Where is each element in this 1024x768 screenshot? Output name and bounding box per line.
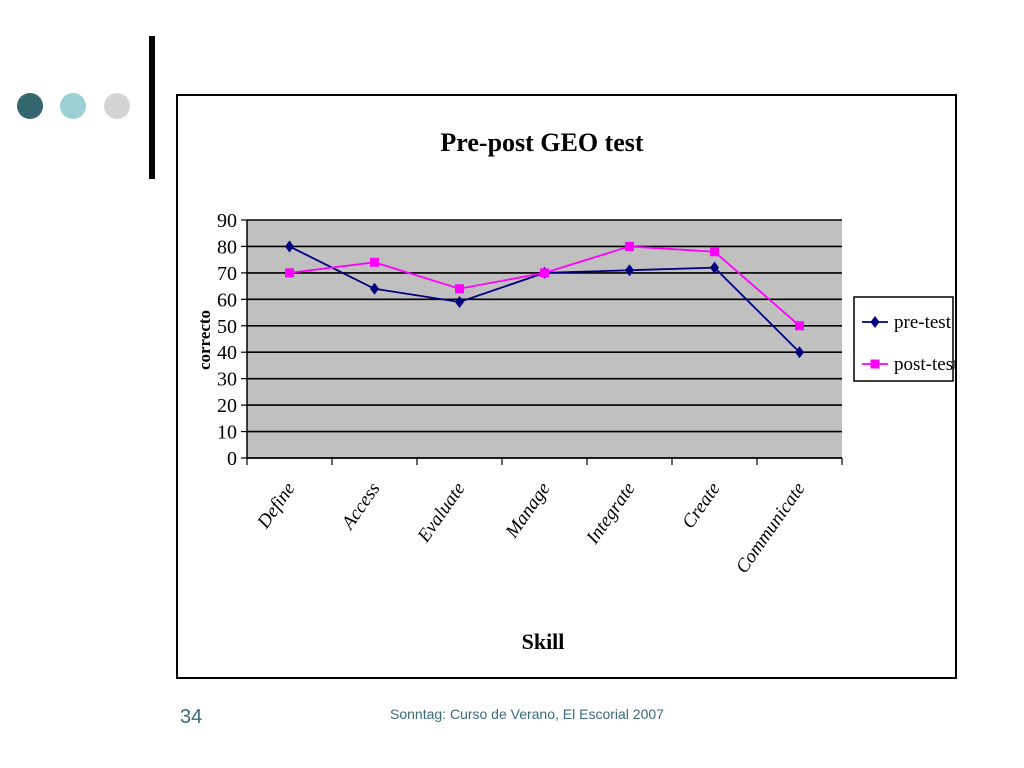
data-point-pre-test — [710, 261, 719, 274]
data-point-pre-test — [285, 240, 294, 253]
legend-label-post-test: post-test — [894, 354, 955, 375]
x-tick-label: Communicate — [732, 479, 810, 578]
x-tick-label: Integrate — [582, 479, 640, 549]
y-tick-label: 90 — [217, 210, 237, 232]
data-point-pre-test — [625, 264, 634, 277]
data-point-post-test — [540, 268, 549, 278]
x-tick-label: Manage — [501, 479, 554, 543]
chart-svg: Pre-post GEO test correcto Skill 0 10 20 30… — [195, 128, 955, 654]
decor-dot-2 — [60, 93, 86, 119]
x-tick-label: Access — [337, 479, 385, 535]
y-tick-label: 0 — [227, 448, 237, 470]
data-point-post-test — [625, 241, 634, 251]
data-point-post-test — [370, 257, 379, 267]
decor-dot-3 — [104, 93, 130, 119]
y-tick-label: 20 — [217, 395, 237, 417]
y-tick-label: 80 — [217, 236, 237, 258]
legend-marker-pre-test — [870, 316, 880, 328]
plot-area — [247, 220, 842, 458]
data-point-post-test — [710, 247, 719, 257]
legend-label-pre-test: pre-test — [894, 312, 952, 333]
decor-vertical-bar — [149, 36, 155, 179]
footer-text: Sonntag: Curso de Verano, El Escorial 20… — [390, 706, 664, 722]
y-tick-label: 40 — [217, 342, 237, 364]
y-tick-label: 70 — [217, 263, 237, 285]
x-axis-label: Skill — [522, 629, 565, 654]
data-point-post-test — [455, 284, 464, 294]
slide-number: 34 — [180, 706, 203, 728]
decor-dot-1 — [17, 93, 43, 119]
data-point-pre-test — [455, 295, 464, 308]
y-tick-label: 50 — [217, 316, 237, 338]
y-tick-label: 10 — [217, 422, 237, 444]
y-axis-label: correcto — [195, 310, 214, 370]
x-tick-label: Define — [253, 479, 300, 533]
data-point-post-test — [285, 268, 294, 278]
y-tick-label: 60 — [217, 289, 237, 311]
data-point-post-test — [795, 321, 804, 331]
x-tick-label: Create — [678, 479, 724, 533]
data-point-pre-test — [370, 282, 379, 295]
legend-marker-post-test — [870, 359, 880, 369]
data-point-pre-test — [795, 346, 804, 359]
x-tick-label: Evaluate — [413, 479, 470, 547]
chart-frame: Pre-post GEO test correcto Skill 0 10 20 30… — [176, 94, 957, 679]
chart-title: Pre-post GEO test — [440, 128, 643, 157]
y-tick-label: 30 — [217, 369, 237, 391]
